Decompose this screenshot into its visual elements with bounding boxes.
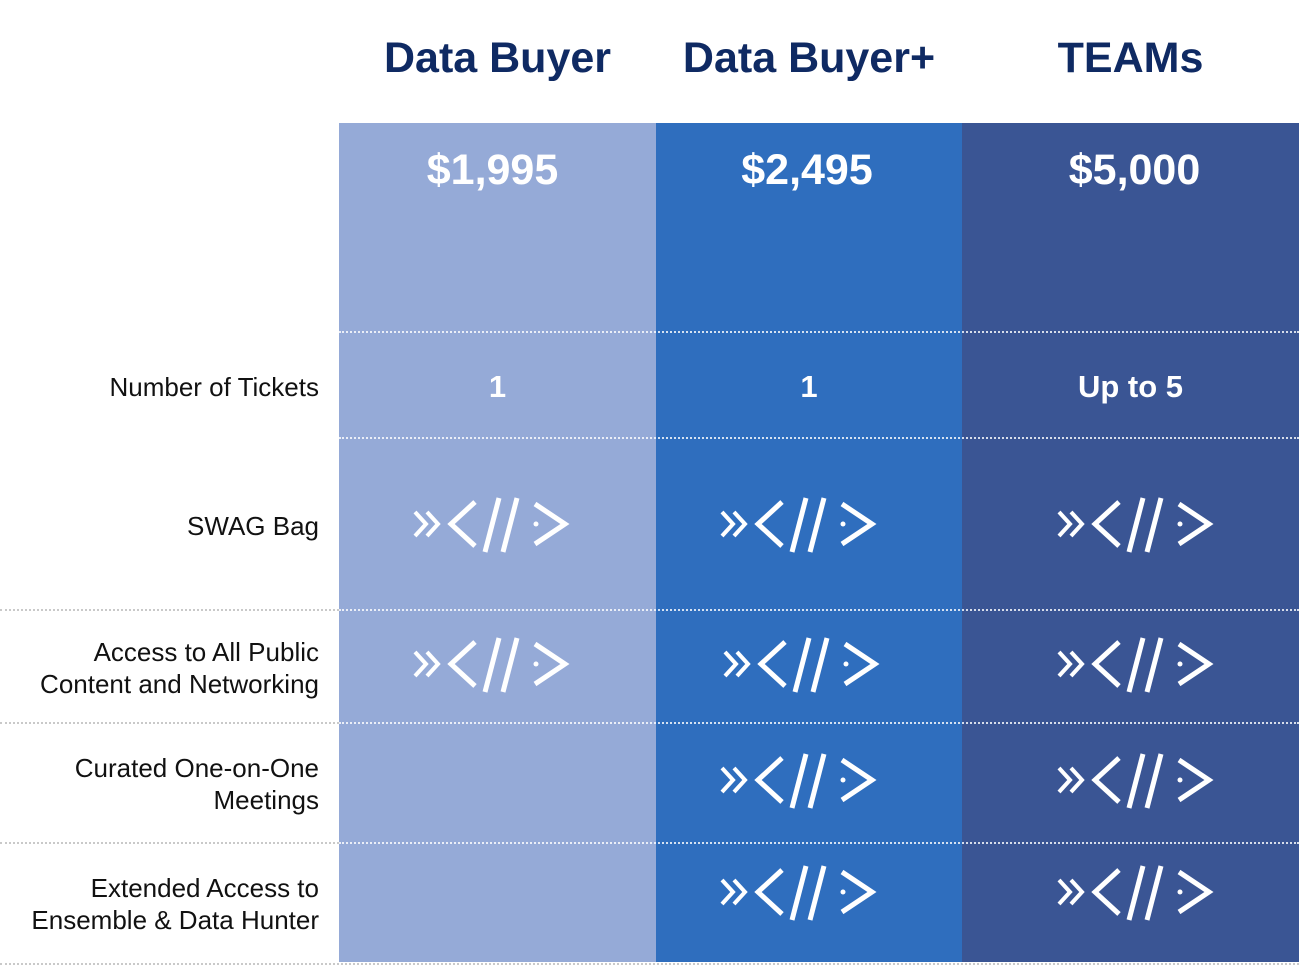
brand-check-icon <box>1057 750 1217 810</box>
row-divider <box>339 609 1299 611</box>
brand-check-icon <box>720 862 880 922</box>
row-divider <box>0 609 339 611</box>
brand-check-icon <box>413 634 573 694</box>
brand-check-icon <box>720 750 880 810</box>
plan-column-data-buyer <box>339 123 656 962</box>
row-divider <box>339 331 1299 333</box>
row-divider <box>0 722 339 724</box>
brand-check-icon <box>1057 862 1217 922</box>
feature-label-one-on-one: Curated One-on-One Meetings <box>74 753 319 815</box>
plan-name-teams: TEAMs <box>1057 34 1204 82</box>
brand-check-icon <box>720 494 880 554</box>
row-divider <box>0 842 339 844</box>
tickets-data-buyer: 1 <box>488 369 507 404</box>
brand-check-icon <box>723 634 883 694</box>
tickets-teams: Up to 5 <box>1077 369 1184 404</box>
row-divider <box>339 842 1299 844</box>
plan-price-data-buyer-plus: $2,495 <box>741 146 873 194</box>
plan-price-data-buyer: $1,995 <box>426 146 559 194</box>
brand-check-icon <box>1057 494 1217 554</box>
plan-price-teams: $5,000 <box>1068 146 1201 194</box>
tickets-data-buyer-plus: 1 <box>800 369 818 404</box>
feature-label-extended-access: Extended Access to Ensemble & Data Hunte… <box>31 873 319 935</box>
row-divider <box>339 722 1299 724</box>
plan-column-data-buyer-plus <box>656 123 962 962</box>
feature-label-public-content: Access to All Public Content and Network… <box>40 637 319 699</box>
plan-name-data-buyer-plus: Data Buyer+ <box>682 34 936 82</box>
plan-name-data-buyer: Data Buyer <box>383 34 612 82</box>
feature-label-swag-bag: SWAG Bag <box>187 511 319 541</box>
row-divider <box>339 437 1299 439</box>
brand-check-icon <box>413 494 573 554</box>
feature-label-number-of-tickets: Number of Tickets <box>109 372 319 402</box>
brand-check-icon <box>1057 634 1217 694</box>
row-divider <box>0 963 1299 965</box>
